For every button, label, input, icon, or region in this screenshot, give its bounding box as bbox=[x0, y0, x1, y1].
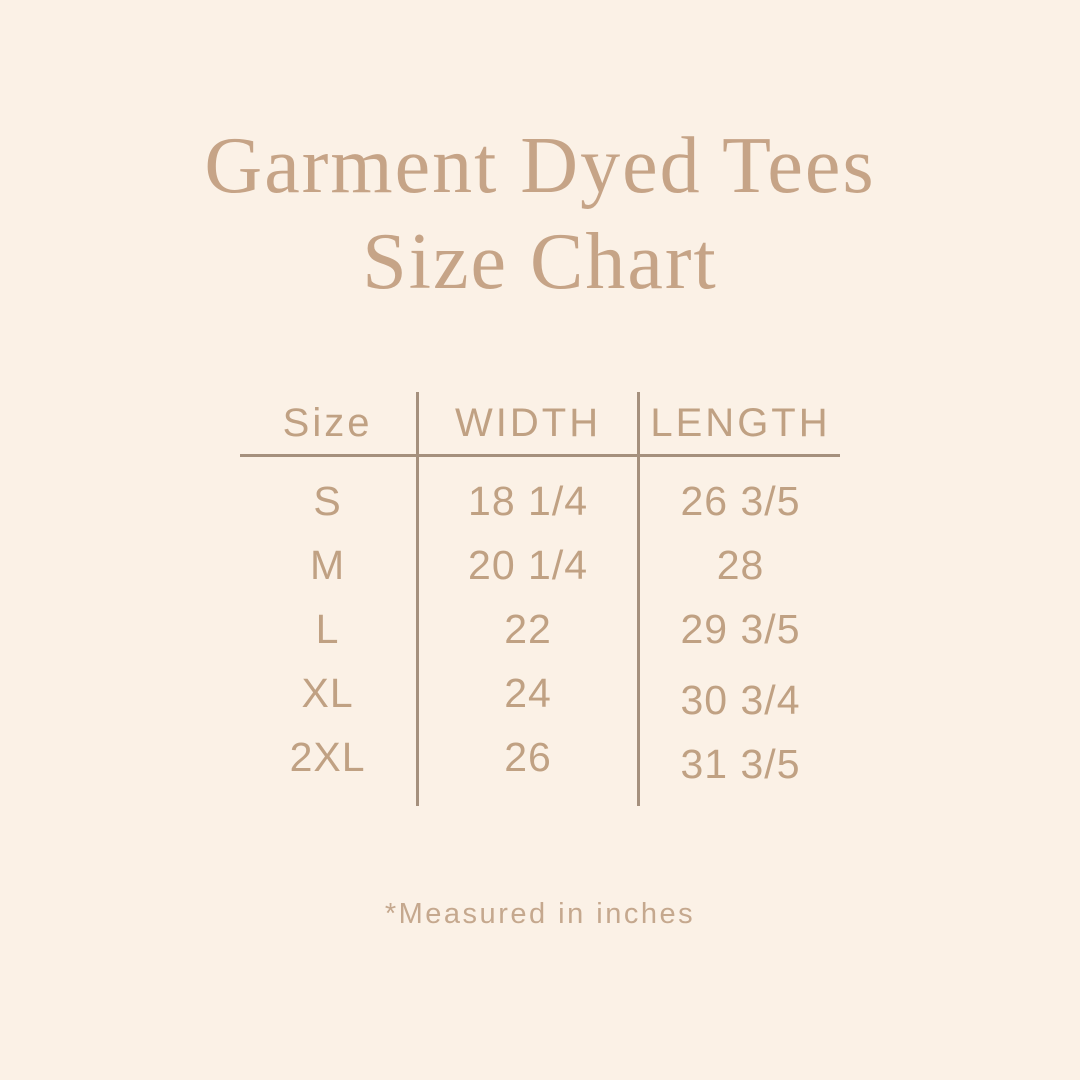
width-value: 18 1/4 bbox=[468, 477, 589, 524]
table-row-2xl: 2XL 26 31 3/5 bbox=[240, 725, 840, 789]
column-divider-1 bbox=[416, 392, 419, 806]
size-chart-table: Size WIDTH LENGTH S 18 1/4 26 3/5 M 20 1… bbox=[240, 392, 840, 806]
header-length: LENGTH bbox=[650, 400, 831, 445]
size-value: XL bbox=[301, 669, 354, 716]
page-title-line1: Garment Dyed Tees bbox=[204, 122, 876, 210]
page-title-line2: Size Chart bbox=[362, 218, 718, 306]
width-value: 26 bbox=[504, 733, 552, 780]
size-value: M bbox=[309, 541, 346, 588]
header-width: WIDTH bbox=[455, 400, 602, 445]
length-value: 30 3/4 bbox=[680, 676, 801, 723]
table-header-row: Size WIDTH LENGTH bbox=[240, 392, 840, 454]
table-row-xl: XL 24 30 3/4 bbox=[240, 661, 840, 725]
header-size: Size bbox=[282, 400, 373, 445]
length-value: 26 3/5 bbox=[680, 477, 801, 524]
table-row-l: L 22 29 3/5 bbox=[240, 597, 840, 661]
width-value: 22 bbox=[504, 605, 552, 652]
length-value: 31 3/5 bbox=[680, 740, 801, 787]
table-row-s: S 18 1/4 26 3/5 bbox=[240, 469, 840, 533]
length-value: 28 bbox=[716, 541, 765, 588]
size-value: S bbox=[313, 477, 342, 524]
width-value: 24 bbox=[504, 669, 552, 716]
table-body: S 18 1/4 26 3/5 M 20 1/4 28 L 22 29 3/5 … bbox=[240, 454, 840, 789]
size-value: 2XL bbox=[289, 733, 366, 780]
column-divider-2 bbox=[637, 392, 640, 806]
width-value: 20 1/4 bbox=[468, 541, 589, 588]
size-value: L bbox=[315, 605, 340, 652]
page-title: Garment Dyed Tees Size Chart bbox=[0, 118, 1080, 310]
header-underline bbox=[240, 454, 840, 457]
table-row-m: M 20 1/4 28 bbox=[240, 533, 840, 597]
length-value: 29 3/5 bbox=[680, 605, 801, 652]
measurement-footnote: *Measured in inches bbox=[384, 898, 696, 930]
